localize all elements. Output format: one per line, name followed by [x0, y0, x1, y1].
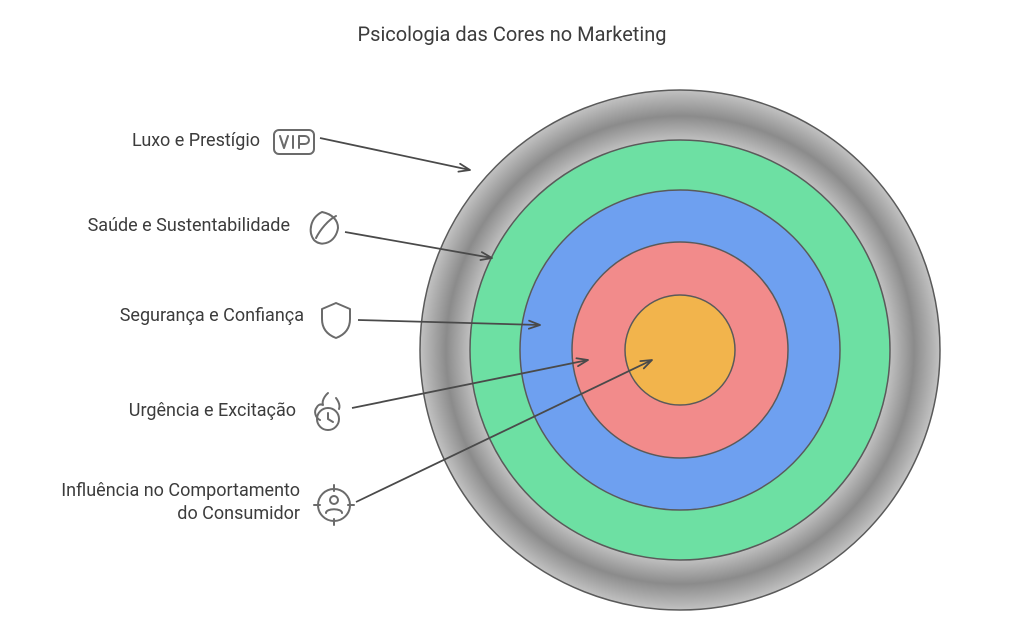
label-urgencia: Urgência e Excitação: [129, 400, 296, 423]
leaf-icon: [300, 206, 344, 250]
diagram-stage: Psicologia das Cores no Marketing Luxo e…: [0, 0, 1024, 626]
fire-clock-icon: [306, 390, 350, 434]
vip-icon: [272, 120, 316, 164]
label-saude: Saúde e Sustentabilidade: [88, 215, 290, 238]
target-person-icon: [312, 483, 356, 527]
label-seguranca: Segurança e Confiança: [120, 305, 304, 328]
label-influencia: Influência no Comportamento do Consumido…: [61, 480, 300, 525]
shield-icon: [314, 298, 358, 342]
label-luxo: Luxo e Prestígio: [132, 130, 260, 153]
